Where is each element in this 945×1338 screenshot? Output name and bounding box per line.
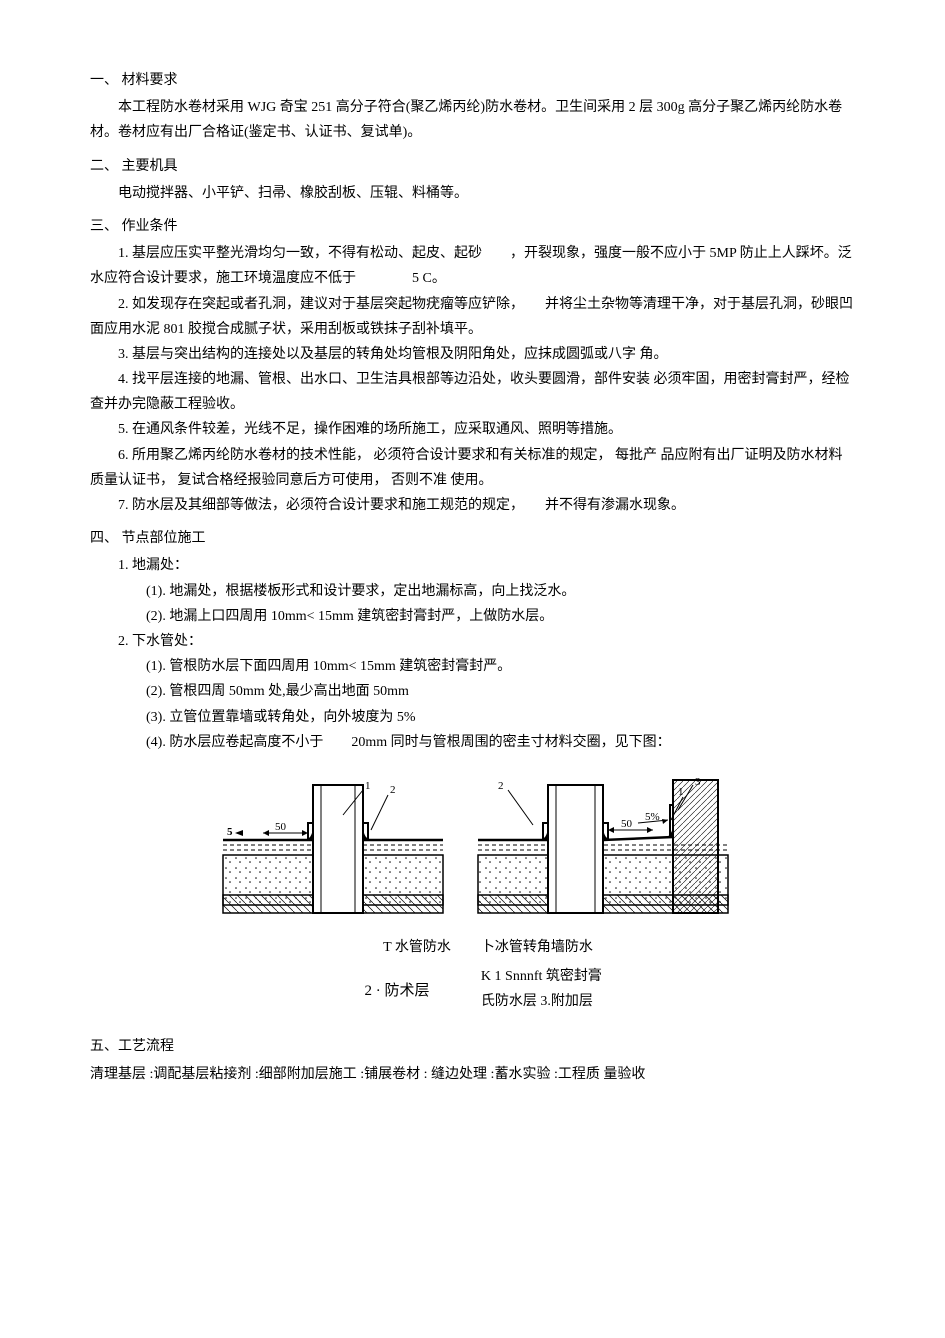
diagram-captions: T 水管防水 2 · 防术层 卜冰管转角墙防水 K 1 Snnnft 筑密封膏 … [90,935,855,1015]
caption-right-top: 卜冰管转角墙防水 [481,935,602,960]
section-3-item-2: 2. 如发现存在突起或者孔洞，建议对于基层突起物疣瘤等应铲除， 并将尘土杂物等清… [90,292,855,342]
section-4-header: 四、 节点部位施工 [90,526,855,551]
caption-right-mid: K 1 Snnnft 筑密封膏 [481,964,602,989]
section-3-item-1: 1. 基层应压实平整光滑均匀一致，不得有松动、起皮、起砂 ，开裂现象，强度一般不… [90,241,855,291]
section-4-item-1: 1. 地漏处： [90,553,855,578]
section-3-item-5: 5. 在通风条件较差，光线不足，操作困难的场所施工，应采取通风、照明等措施。 [90,417,855,442]
diagram-pipe-waterproof: 50 5 1 2 [213,775,453,925]
section-3-item-4: 4. 找平层连接的地漏、管根、出水口、卫生洁具根部等边沿处，收头要圆滑，部件安装… [90,367,855,417]
section-4-item-2: 2. 下水管处： [90,629,855,654]
section-5-p1: 清理基层 :调配基层粘接剂 :细部附加层施工 :铺展卷材 : 缝边处理 :蓄水实… [90,1062,855,1087]
label-2-right: 2 [498,780,504,792]
section-3-item-7: 7. 防水层及其细部等做法，必须符合设计要求和施工规范的规定， 并不得有渗漏水现… [90,493,855,518]
label-1-right: 1 [678,786,684,798]
dim-50-left: 50 [275,821,287,833]
section-4-item-2d: (4). 防水层应卷起高度不小于 20mm 同时与管根周围的密圭寸材料交圈，见下… [90,730,855,755]
diagram-row: 50 5 1 2 [90,775,855,925]
label-3-right: 3 [695,776,701,788]
caption-left-top: T 水管防水 [383,935,451,960]
section-4-item-1a: (1). 地漏处，根据楼板形式和设计要求，定出地漏标高，向上找泛水。 [90,579,855,604]
section-1-p1: 本工程防水卷材采用 WJG 奇宝 251 高分子符合(聚乙烯丙纶)防水卷材。卫生… [90,95,855,145]
diagram-corner-waterproof: 50 5% 2 3 1 [473,775,733,925]
dim-50-right: 50 [621,818,633,830]
section-4-item-2b: (2). 管根四周 50mm 处,最少高出地面 50mm [90,679,855,704]
section-3-item-3: 3. 基层与突出结构的连接处以及基层的转角处均管根及阴阳角处，应抹成圆弧或八字 … [90,342,855,367]
caption-right-bottom: 氏防水层 3.附加层 [481,989,602,1014]
svg-text:5: 5 [227,826,233,838]
caption-left-bottom: 2 · 防术层 [343,978,451,1005]
section-1-header: 一、 材料要求 [90,68,855,93]
section-3-header: 三、 作业条件 [90,214,855,239]
section-2-p1: 电动搅拌器、小平铲、扫帚、橡胶刮板、压辊、料桶等。 [90,181,855,206]
section-4-item-2a: (1). 管根防水层下面四周用 10mm< 15mm 建筑密封膏封严。 [90,654,855,679]
section-4-item-2c: (3). 立管位置靠墙或转角处，向外坡度为 5% [90,705,855,730]
label-1-left: 1 [365,780,371,792]
label-2-left: 2 [390,784,396,796]
section-2-header: 二、 主要机具 [90,154,855,179]
section-5-header: 五、工艺流程 [90,1034,855,1059]
section-3-item-6: 6. 所用聚乙烯丙纶防水卷材的技术性能， 必须符合设计要求和有关标准的规定， 每… [90,443,855,493]
section-4-item-1b: (2). 地漏上口四周用 10mm< 15mm 建筑密封膏封严，上做防水层。 [90,604,855,629]
